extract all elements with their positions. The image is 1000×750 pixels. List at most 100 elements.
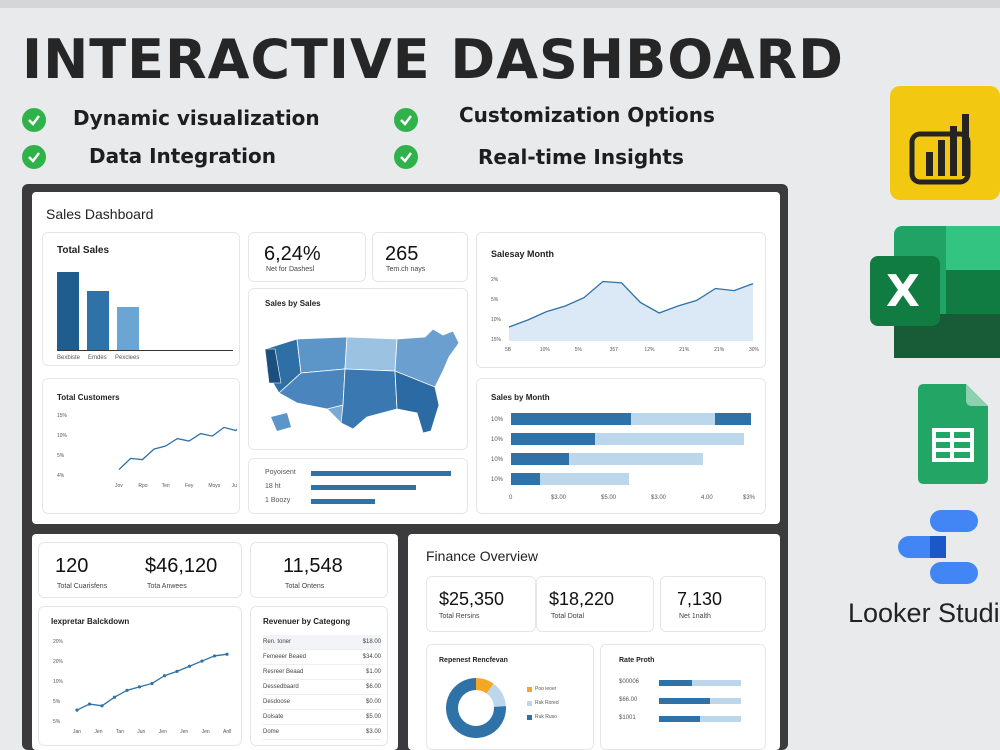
y-tick: 10% [491,437,504,443]
sales-map-card[interactable]: Sales by Sales [248,288,468,450]
table-row[interactable]: Dessedbaard $6.00 [263,680,381,695]
table-row[interactable]: Resreer Beaad $1.00 [263,665,381,680]
x-tick: $3.00 [651,495,667,501]
kpi-card[interactable]: 7,130 Net 1nalth [660,576,766,632]
feature-item [394,145,418,169]
bar-segment[interactable] [511,473,540,485]
bar-segment[interactable] [715,413,751,425]
bar[interactable] [659,680,692,686]
card-title: Rate Proth [619,657,655,664]
check-icon [394,108,418,132]
kpi-card[interactable]: $25,350 Total Rersins [426,576,536,632]
row-value: $5.00 [365,714,381,720]
bar[interactable] [659,698,710,704]
bar[interactable] [57,272,79,350]
donut-slice [476,678,494,694]
bar-segment[interactable] [539,473,629,485]
looker-logo [898,508,980,588]
sales-day-month-card[interactable]: Salesay Month 2% 5% 10% 15% 5B 10% 5% 357 12… [476,232,766,368]
kpi-value: 7,130 [677,589,723,609]
legend-swatch [527,687,532,692]
kpi-label: Total Cuarisfens [57,583,108,590]
row-label: 1 Boozy [265,497,291,504]
kpi-card[interactable]: 6,24% Net for Dashesl [248,232,366,282]
x-tick: Jen [94,729,102,735]
x-tick: Moys [208,483,220,489]
y-tick: 4% [57,473,65,479]
x-tick: Jan [73,729,81,735]
bar[interactable] [659,716,700,722]
table-row[interactable]: Desdoose $0.00 [263,695,381,710]
kpi-card[interactable]: 120 Total Cuarisfens $46,120 Tota Anwees [38,542,242,598]
legend-bars-card[interactable]: Poyoisent 18 ht 1 Boozy [248,458,468,514]
bar-label: Pexclees [115,355,140,361]
bar[interactable] [311,471,451,476]
card-title: Sales by Sales [265,299,321,308]
panel-title: Sales Dashboard [46,206,154,222]
bar-segment[interactable] [568,453,703,465]
data-point [100,704,104,708]
kpi-value: 11,548 [283,555,343,577]
sales-by-month-card[interactable]: Sales by Month 10% 10% 10% 10% 0 $3.00 $… [476,378,766,514]
card-title: Total Customers [57,393,120,402]
y-tick: 10% [57,433,68,439]
looker-label: Looker Studio [848,598,1000,628]
x-tick: $5.00 [601,495,617,501]
x-tick: 30% [749,347,760,353]
kpi-value: $18,220 [549,589,615,609]
card-title: Iexpretar Balckdown [51,617,130,626]
data-point [200,659,204,663]
card-title: Salesay Month [491,249,555,259]
bar-segment[interactable] [631,413,715,425]
bar-segment[interactable] [595,433,744,445]
rate-card[interactable]: Rate Proth $00006 $66.00 $1001 [600,644,766,750]
legend-label: Poo ieoer [535,686,557,692]
line-chart: 15% 10% 5% 4% JovRpoTenFeyMoysJunAul [57,413,237,489]
kpi-label: Total Dotal [551,613,585,620]
x-tick: 21% [714,347,725,353]
category-card[interactable]: Revenuer by Categong Ren. toner $18.00 Fem… [250,606,388,746]
row-value: $0.00 [365,699,381,705]
bar-label: Bexbiste [57,355,81,361]
kpi-card[interactable]: 11,548 Total Ontens [250,542,388,598]
data-point [175,669,179,673]
powerbi-icon [909,114,971,185]
row-name: Desdoose [263,699,291,705]
bar[interactable] [87,290,109,350]
y-tick: 10% [491,417,504,423]
bar-segment[interactable] [511,433,595,445]
kpi-card[interactable]: $18,220 Total Dotal [536,576,654,632]
data-point [187,664,192,668]
donut-slice [446,678,506,738]
excel-logo: X [870,226,1000,358]
bar[interactable] [311,499,376,504]
bar-segment[interactable] [511,453,569,465]
table-row[interactable]: Femeeer Beaed $34.00 [263,650,381,665]
y-tick: 15% [57,413,68,419]
kpi-card[interactable]: 265 Tem.ch nays [372,232,468,282]
donut-card[interactable]: Repenest Rencfevan Poo ieoer Rsk Rored R… [426,644,594,750]
x-tick: Jun [137,729,145,735]
feature-label: Real-time Insights [478,145,684,169]
total-customers-card[interactable]: Total Customers 15% 10% 5% 4% Jov Rpo Ten F… [42,378,240,514]
bar[interactable] [117,307,139,350]
donut-chart [446,678,506,738]
row-name: Dolsate [263,714,284,720]
table-row[interactable]: Ren. toner $18.00 [263,635,381,650]
bar[interactable] [311,485,416,490]
row-value: $6.00 [365,684,381,690]
bar-segment[interactable] [511,413,631,425]
x-tick: 21% [679,347,690,353]
x-tick: 357 [610,347,619,353]
x-tick: 4.00 [701,495,713,501]
sheets-icon [918,384,988,484]
table-row[interactable]: Dome $3.00 [263,725,381,740]
breakdown-card[interactable]: Iexpretar Balckdown 20% 20% 10% 5% 5% Ja… [38,606,242,746]
card-title: Revenuer by Categong [263,617,351,626]
finance-panel: Finance Overview $25,350 Total Rersins $… [408,534,780,750]
table-row[interactable]: Dolsate $5.00 [263,710,381,725]
check-icon [22,145,46,169]
total-sales-card[interactable]: Total Sales Bexbiste Emdes Pexclees [42,232,240,366]
kpi-label: Total Rersins [439,613,480,620]
y-tick: 5% [53,699,61,705]
